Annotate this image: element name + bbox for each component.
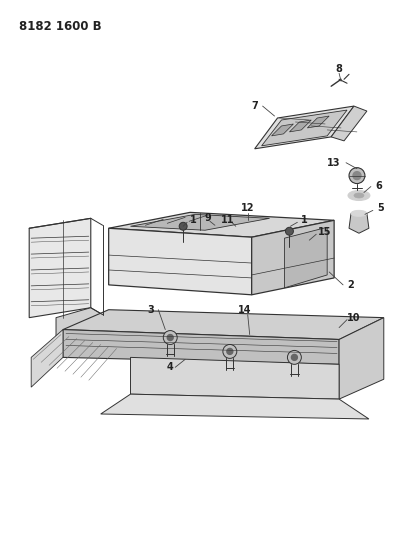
Ellipse shape <box>351 211 367 216</box>
Text: 13: 13 <box>328 158 341 168</box>
Circle shape <box>179 222 187 230</box>
Text: 14: 14 <box>238 305 252 314</box>
Text: 7: 7 <box>251 101 258 111</box>
Text: 1: 1 <box>190 215 196 225</box>
Polygon shape <box>289 120 311 132</box>
Polygon shape <box>307 116 329 128</box>
Text: 3: 3 <box>147 305 154 314</box>
Circle shape <box>223 344 237 358</box>
Text: 11: 11 <box>221 215 235 225</box>
Circle shape <box>163 330 177 344</box>
Text: 15: 15 <box>317 227 331 237</box>
Circle shape <box>227 349 233 354</box>
Ellipse shape <box>348 190 370 200</box>
Circle shape <box>349 168 365 183</box>
Text: 10: 10 <box>347 313 361 322</box>
Polygon shape <box>109 212 334 237</box>
Circle shape <box>287 350 301 365</box>
Text: 6: 6 <box>375 181 382 191</box>
Circle shape <box>286 227 293 235</box>
Ellipse shape <box>354 193 364 198</box>
Text: 8: 8 <box>336 64 342 74</box>
Polygon shape <box>29 219 91 318</box>
Text: 12: 12 <box>241 204 254 213</box>
Polygon shape <box>331 106 367 141</box>
Text: 1: 1 <box>301 215 308 225</box>
Polygon shape <box>109 228 252 295</box>
Polygon shape <box>101 394 369 419</box>
Polygon shape <box>63 329 339 365</box>
Polygon shape <box>284 227 327 288</box>
Polygon shape <box>272 124 293 136</box>
Text: 5: 5 <box>377 204 384 213</box>
Polygon shape <box>31 329 63 387</box>
Polygon shape <box>349 213 369 233</box>
Polygon shape <box>339 318 384 399</box>
Polygon shape <box>63 310 384 340</box>
Text: 8182 1600 B: 8182 1600 B <box>19 20 102 33</box>
Polygon shape <box>255 106 354 149</box>
Polygon shape <box>56 308 103 340</box>
Circle shape <box>353 172 361 180</box>
Text: 9: 9 <box>205 213 211 223</box>
Text: 4: 4 <box>167 362 173 373</box>
Polygon shape <box>252 220 334 295</box>
Circle shape <box>167 335 173 341</box>
Polygon shape <box>131 214 270 230</box>
Polygon shape <box>262 110 347 146</box>
Polygon shape <box>131 358 339 399</box>
Circle shape <box>291 354 298 360</box>
Text: 2: 2 <box>348 280 354 290</box>
